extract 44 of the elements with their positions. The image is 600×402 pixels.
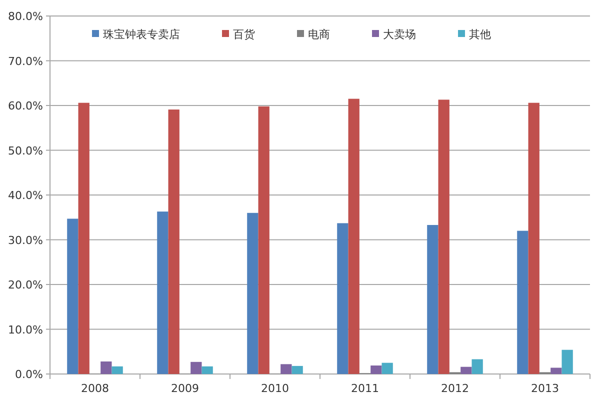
bar	[202, 366, 213, 374]
x-tick-label: 2012	[441, 382, 469, 395]
bar	[112, 366, 123, 374]
legend-label: 大卖场	[383, 28, 416, 41]
y-tick-label: 0.0%	[15, 368, 43, 381]
x-tick-label: 2013	[531, 382, 559, 395]
bar	[67, 218, 78, 374]
y-tick-label: 20.0%	[8, 278, 43, 292]
y-tick-label: 60.0%	[8, 100, 43, 112]
legend-label: 珠宝钟表专卖店	[103, 28, 180, 41]
bar	[382, 362, 393, 374]
y-tick-label: 50.0%	[8, 144, 43, 158]
bar	[78, 102, 90, 374]
bar	[348, 98, 360, 374]
bar	[550, 368, 562, 374]
bar	[517, 230, 528, 374]
y-tick-label: 40.0%	[8, 189, 43, 202]
bar	[100, 361, 112, 374]
bar	[528, 102, 540, 374]
bar	[292, 366, 303, 374]
x-tick-label: 2010	[261, 382, 289, 395]
y-tick-label: 10.0%	[8, 323, 43, 336]
bar	[337, 223, 348, 374]
bar	[562, 350, 573, 374]
y-tick-label: 80.0%	[8, 10, 43, 23]
bar	[247, 212, 258, 374]
bar	[370, 365, 382, 374]
legend-label: 百货	[233, 28, 255, 41]
bar	[168, 110, 180, 374]
x-tick-label: 2011	[351, 382, 379, 395]
bar	[157, 212, 168, 374]
x-tick-label: 2008	[81, 382, 109, 395]
bar	[460, 366, 472, 374]
legend-label: 电商	[308, 28, 330, 41]
bar	[258, 106, 270, 374]
bar	[280, 364, 292, 374]
bar	[472, 359, 483, 374]
y-tick-label: 70.0%	[8, 54, 43, 68]
bar	[438, 100, 450, 374]
bar	[190, 362, 202, 374]
bar	[427, 224, 438, 374]
x-tick-label: 2009	[171, 382, 199, 395]
legend-label: 其他	[469, 28, 491, 41]
y-tick-label: 30.0%	[8, 234, 43, 247]
